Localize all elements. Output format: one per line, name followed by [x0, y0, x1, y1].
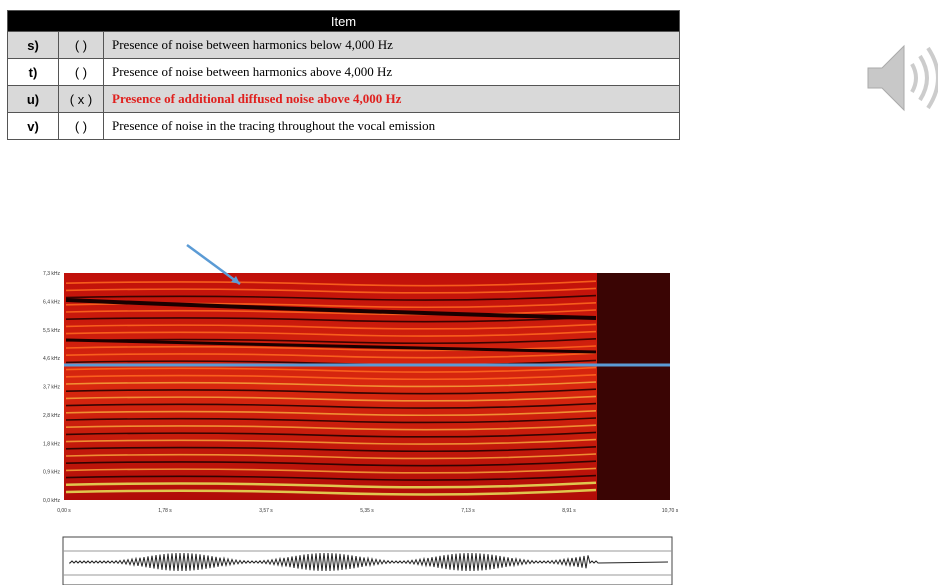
x-label: 8,91 s [562, 508, 576, 514]
y-label: 3,7 kHz [43, 385, 60, 391]
y-label: 1,8 kHz [43, 441, 60, 447]
x-label: 5,35 s [360, 508, 374, 514]
x-label: 3,57 s [259, 508, 273, 514]
y-label: 7,3 kHz [43, 271, 60, 277]
y-label: 0,9 kHz [43, 470, 60, 476]
x-label: 7,13 s [461, 508, 475, 514]
y-label: 6,4 kHz [43, 299, 60, 305]
y-label: 0,0 kHz [43, 498, 60, 504]
x-label: 0,00 s [57, 508, 71, 514]
spectrogram-silence [597, 273, 670, 500]
y-label: 4,6 kHz [43, 356, 60, 362]
y-label: 5,5 kHz [43, 328, 60, 334]
x-label: 10,70 s [662, 508, 679, 514]
speaker-icon[interactable] [868, 46, 938, 110]
x-label: 1,78 s [158, 508, 172, 514]
y-label: 2,8 kHz [43, 413, 60, 419]
page: Item s)( )Presence of noise between harm… [0, 0, 938, 585]
figure: 7,3 kHz 6,4 kHz 5,5 kHz 4,6 kHz 3,7 kHz 2,8 k… [0, 0, 938, 585]
